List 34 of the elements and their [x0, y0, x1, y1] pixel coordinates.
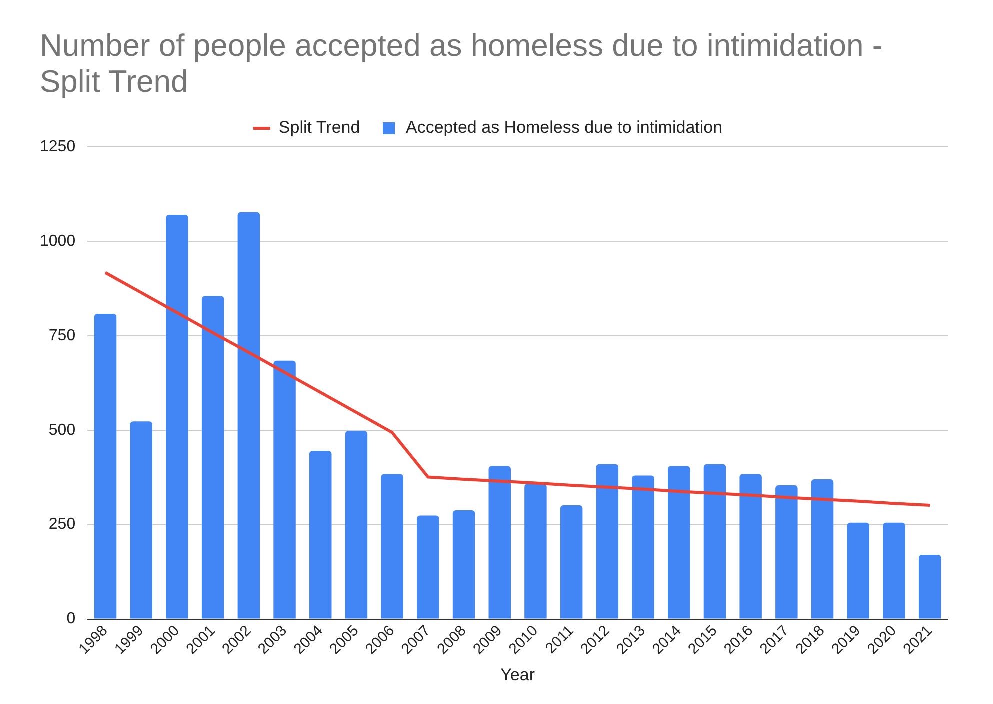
y-tick-label: 250 — [48, 516, 76, 534]
bar — [918, 555, 942, 619]
bar — [632, 476, 654, 619]
bar — [811, 479, 834, 619]
bar — [488, 466, 511, 619]
bar — [740, 474, 762, 619]
y-tick-label: 1000 — [40, 232, 76, 250]
bar — [381, 474, 404, 619]
bar — [776, 486, 798, 619]
bar — [524, 484, 547, 619]
y-tick-label: 750 — [48, 327, 76, 344]
bar — [238, 212, 260, 619]
bar — [668, 466, 690, 619]
y-tick-label: 500 — [48, 422, 76, 439]
bar — [452, 510, 476, 619]
legend-label: Split Trend — [278, 118, 360, 138]
bar — [130, 422, 152, 619]
x-axis-title: Year — [500, 665, 536, 684]
bar — [596, 464, 619, 619]
bar — [883, 522, 906, 619]
bar — [166, 215, 188, 619]
bar — [417, 516, 440, 619]
bar — [345, 431, 368, 619]
bar — [202, 296, 224, 619]
legend-label: Accepted as Homeless due to intimidation — [406, 118, 723, 138]
bar — [560, 506, 583, 619]
bar — [310, 451, 332, 619]
bar — [94, 314, 117, 619]
bar — [847, 522, 870, 619]
y-tick-label: 0 — [66, 610, 76, 628]
bar — [704, 464, 726, 619]
bar — [274, 360, 296, 619]
y-tick-label: 1250 — [40, 138, 76, 156]
chart-title: Number of people accepted as homeless due to intimidation - Split Trend — [39, 27, 884, 100]
